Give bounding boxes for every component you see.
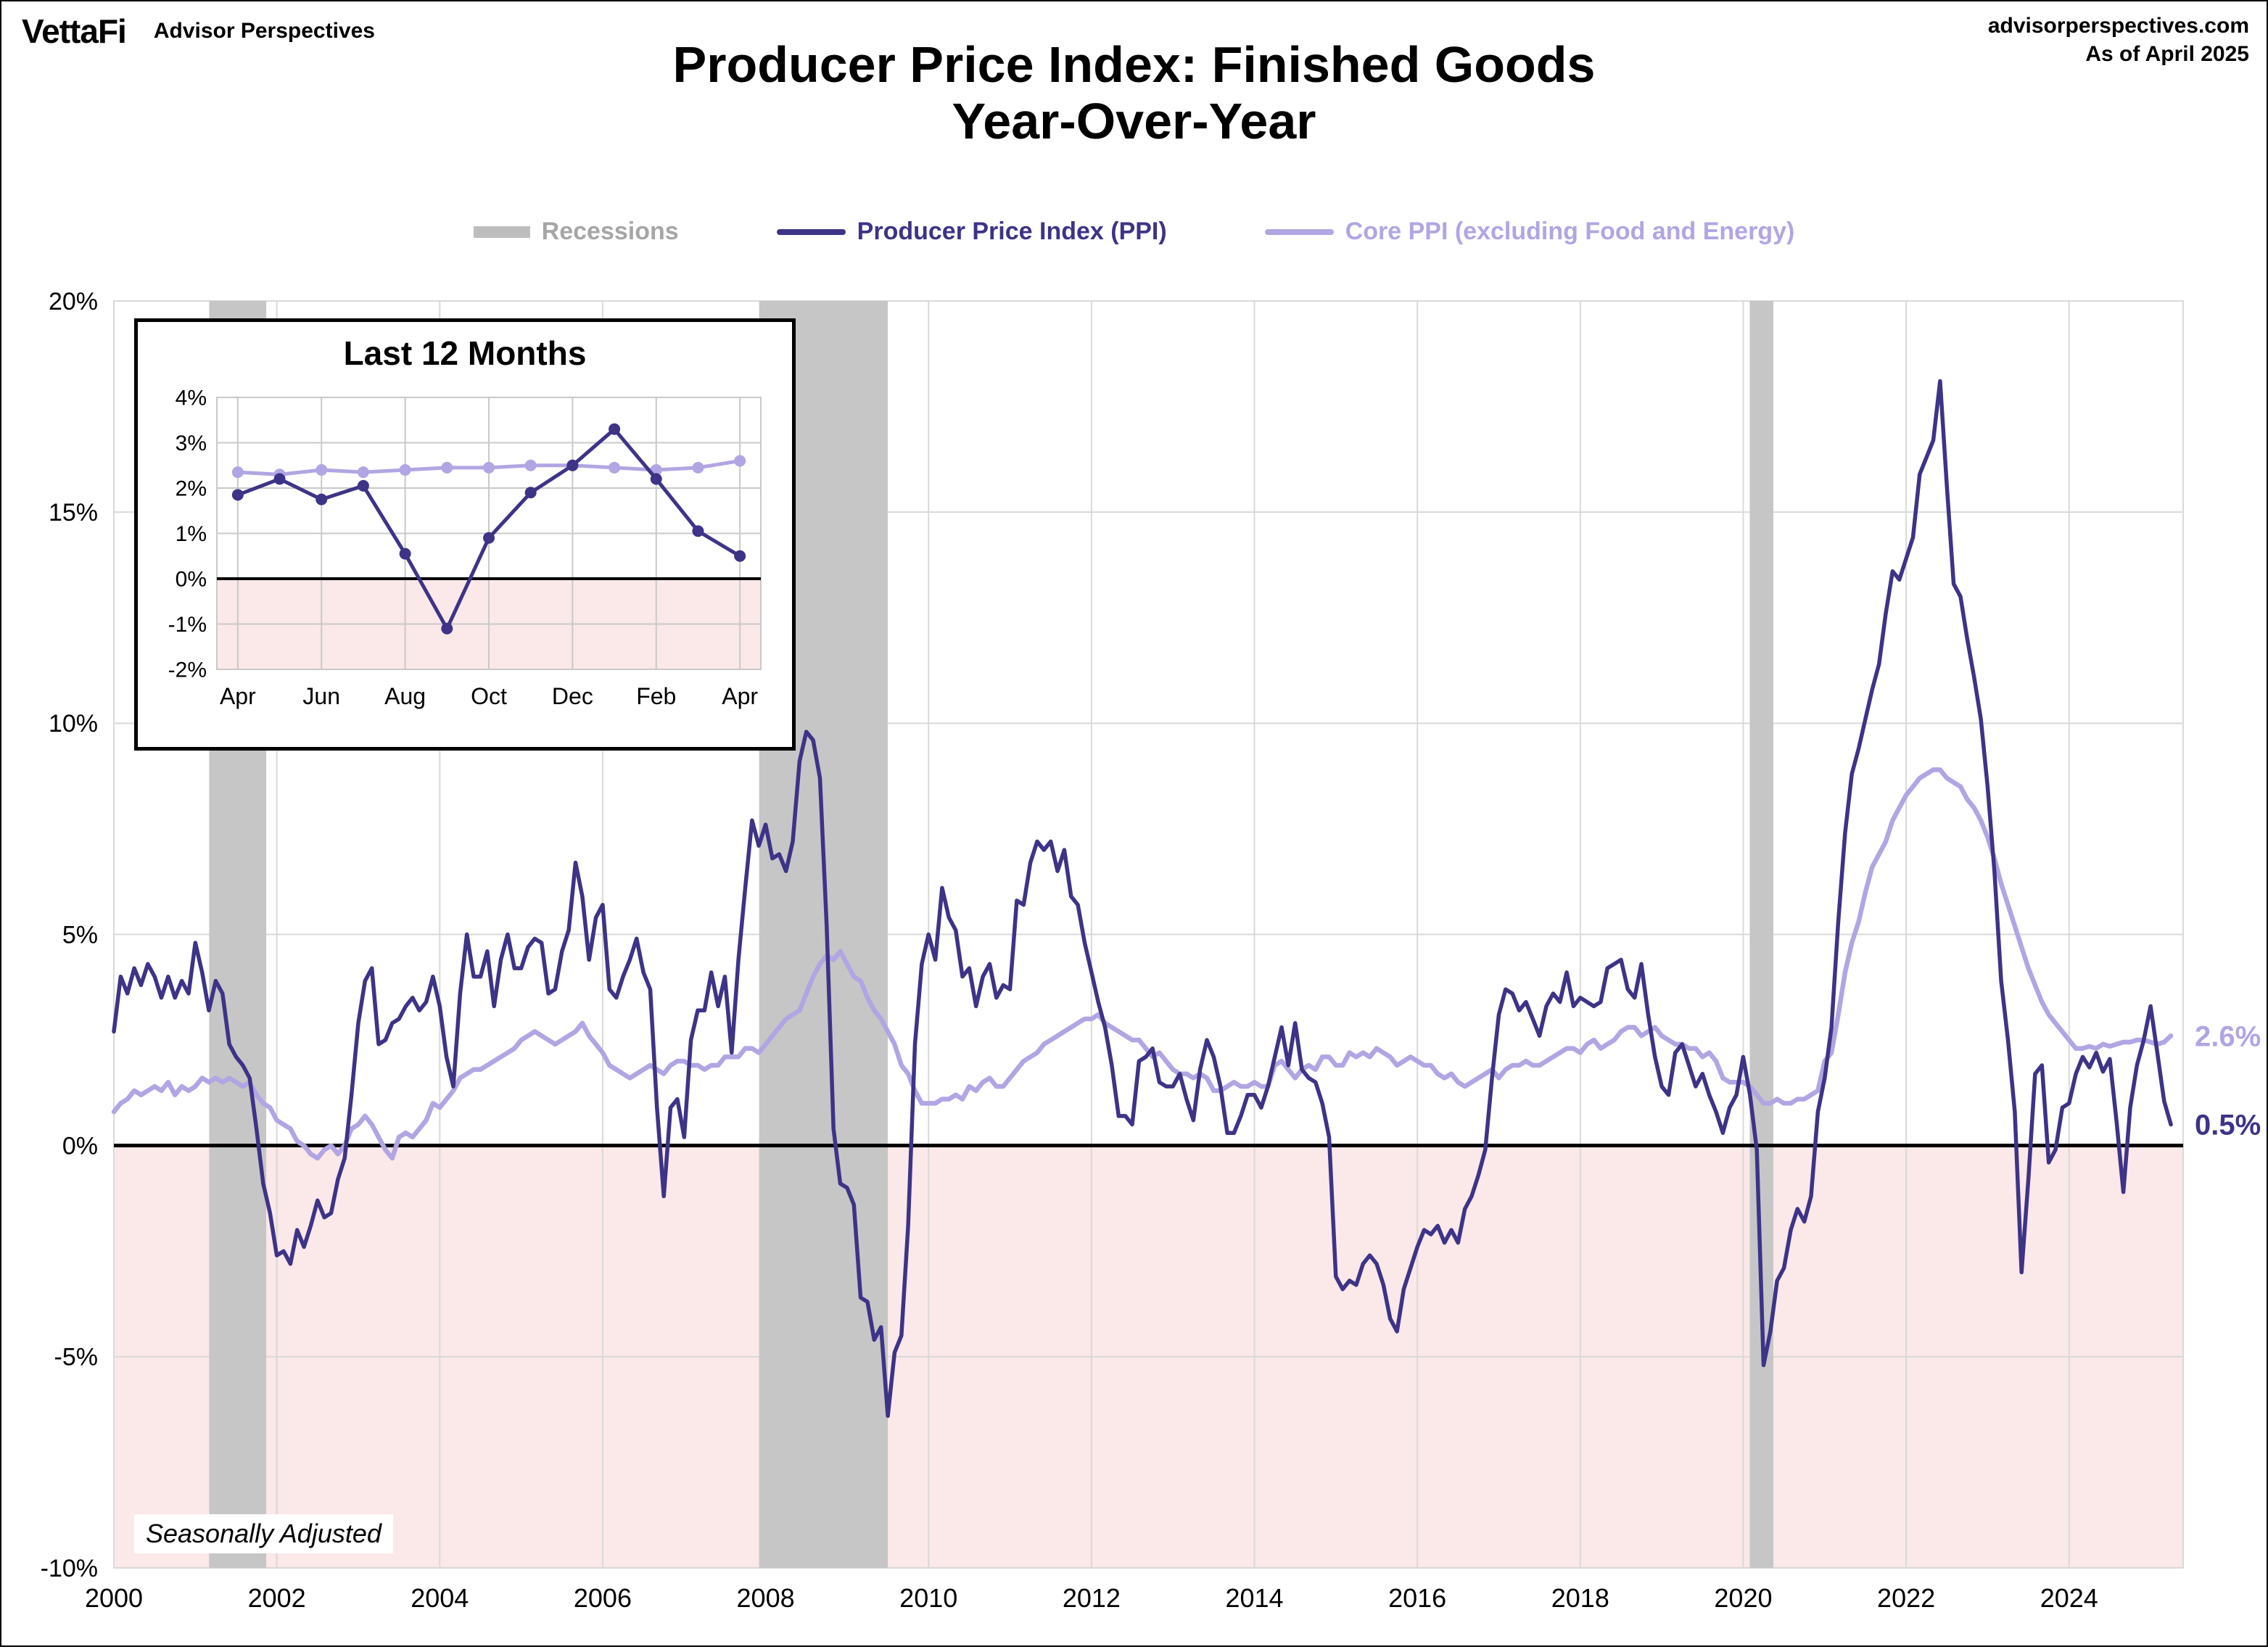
core-ppi-marker — [399, 464, 411, 476]
core-ppi-marker — [357, 466, 369, 479]
x-tick-label: Dec — [552, 683, 593, 709]
legend-item-ppi: Producer Price Index (PPI) — [776, 218, 1167, 246]
y-tick-label: 1% — [176, 522, 207, 546]
source-block: advisorperspectives.com As of April 2025 — [1988, 12, 2249, 68]
logo-block: VettaFi Advisor Perspectives — [22, 12, 375, 51]
core-ppi-marker — [231, 466, 244, 479]
x-tick-label: 2024 — [2040, 1583, 2098, 1613]
x-tick-label: 2004 — [411, 1583, 469, 1613]
ppi-line — [112, 379, 2173, 1418]
as-of-date: As of April 2025 — [2085, 42, 2249, 66]
y-tick-label: -10% — [41, 1555, 98, 1582]
x-tick-label: 2014 — [1225, 1583, 1283, 1613]
ppi-marker — [524, 487, 537, 499]
core-ppi-marker — [316, 464, 328, 476]
title-line-1: Producer Price Index: Finished Goods — [672, 36, 1596, 93]
header: VettaFi Advisor Perspectives advisorpers… — [22, 12, 2249, 68]
recession-swatch-icon — [473, 226, 530, 238]
y-tick-label: -1% — [168, 613, 207, 637]
x-tick-label: Aug — [384, 683, 426, 709]
x-tick-label: 2020 — [1714, 1583, 1772, 1613]
ppi-line-swatch-icon — [776, 228, 846, 235]
legend-label-ppi: Producer Price Index (PPI) — [857, 218, 1167, 245]
x-tick-label: 2008 — [737, 1583, 795, 1613]
x-tick-label: Oct — [471, 683, 507, 709]
core-ppi-line — [111, 767, 2174, 1161]
y-tick-label: -2% — [168, 658, 207, 682]
core-ppi-marker — [734, 455, 746, 467]
x-tick-label: Jun — [302, 683, 340, 709]
ppi-marker — [692, 525, 704, 537]
page-title: Producer Price Index: Finished Goods Yea… — [1, 36, 2267, 150]
title-line-2: Year-Over-Year — [952, 93, 1316, 150]
x-tick-label: Feb — [636, 683, 676, 709]
x-tick-label: 2018 — [1551, 1583, 1609, 1613]
ppi-marker — [231, 489, 244, 501]
y-tick-label: 0% — [62, 1133, 98, 1160]
x-tick-label: Apr — [722, 683, 758, 709]
core-ppi-marker — [692, 461, 704, 474]
ppi-end-label: 0.5% — [2195, 1110, 2261, 1141]
ppi-marker — [483, 532, 495, 544]
y-tick-label: 20% — [49, 288, 98, 315]
ppi-marker — [566, 459, 579, 471]
legend-item-recessions: Recessions — [473, 218, 679, 246]
y-tick-label: 10% — [49, 710, 98, 738]
legend: Recessions Producer Price Index (PPI) Co… — [1, 218, 2267, 246]
y-tick-label: 2% — [176, 477, 207, 501]
ppi-marker — [609, 423, 621, 435]
inset-chart-svg: 4% 3% 2% 1% 0% -1% -2% Apr Jun Aug Oct Dec Feb Apr — [168, 387, 762, 709]
core-ppi-marker — [441, 461, 453, 474]
legend-label-recessions: Recessions — [541, 218, 679, 245]
seasonally-adjusted-note: Seasonally Adjusted — [134, 1514, 393, 1553]
x-tick-label: 2012 — [1063, 1583, 1121, 1613]
y-tick-label: -5% — [54, 1344, 98, 1371]
plot-frame — [113, 300, 2184, 1569]
x-tick-label: 2006 — [574, 1583, 632, 1613]
x-tick-label: 2002 — [248, 1583, 306, 1613]
x-tick-label: 2000 — [85, 1583, 143, 1613]
x-tick-label: 2022 — [1877, 1583, 1935, 1613]
x-tick-label: Apr — [220, 683, 256, 709]
vettafi-logo: VettaFi — [22, 12, 127, 50]
ppi-marker — [650, 473, 662, 485]
source-url: advisorperspectives.com — [1987, 14, 2249, 38]
legend-label-core-ppi: Core PPI (excluding Food and Energy) — [1345, 218, 1795, 245]
core-ppi-marker — [609, 461, 621, 474]
inset-title: Last 12 Months — [343, 334, 587, 372]
inset-chart: Last 12 Months 4% 3% 2% 1% 0% -1% -2% Apr Jun Aug… — [134, 318, 796, 751]
ppi-marker — [357, 479, 369, 492]
y-tick-label: 0% — [176, 568, 207, 592]
core-ppi-marker — [524, 459, 537, 471]
y-tick-label: 4% — [176, 387, 207, 410]
y-tick-label: 3% — [176, 431, 207, 455]
y-tick-label: 15% — [49, 499, 98, 526]
ppi-marker — [316, 493, 328, 505]
recession-band — [1749, 301, 1774, 1568]
x-tick-label: 2010 — [899, 1583, 957, 1613]
ppi-marker — [441, 622, 453, 635]
y-tick-label: 5% — [62, 921, 98, 949]
ppi-marker — [399, 548, 411, 560]
plot-frame — [216, 397, 762, 670]
core-ppi-end-label: 2.6% — [2195, 1020, 2261, 1052]
ppi-marker — [734, 550, 746, 562]
core-ppi-marker — [483, 461, 495, 474]
advisor-perspectives-label: Advisor Perspectives — [153, 19, 375, 43]
ppi-marker — [273, 473, 286, 485]
legend-item-core-ppi: Core PPI (excluding Food and Energy) — [1264, 218, 1795, 246]
core-ppi-line-swatch-icon — [1264, 228, 1334, 235]
x-tick-label: 2016 — [1388, 1583, 1446, 1613]
